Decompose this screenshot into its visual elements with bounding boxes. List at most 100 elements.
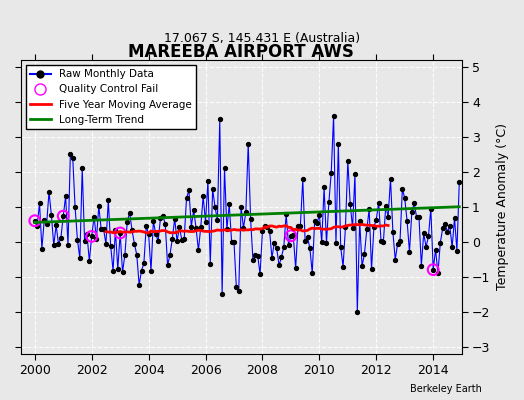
Point [38,246,46,252]
Point [322,240,331,246]
Point [237,204,245,210]
Y-axis label: Temperature Anomaly (°C): Temperature Anomaly (°C) [496,123,509,290]
Point [275,262,283,268]
Point [180,236,189,242]
Point [450,215,458,221]
Point [389,229,397,235]
Point [137,268,146,274]
Point [277,254,286,260]
Point [436,240,444,246]
Point [42,221,51,227]
Point [109,267,117,274]
Point [73,237,82,244]
Point [443,228,452,235]
Point [187,223,195,230]
Point [327,170,335,176]
Point [133,252,141,258]
Point [344,158,352,164]
Point [285,242,293,248]
Point [263,224,271,230]
Point [215,116,224,122]
Point [47,212,56,218]
Point [52,222,60,228]
Point [308,270,316,276]
Point [54,241,63,247]
Point [166,252,174,258]
Point [75,255,84,262]
Point [427,206,435,212]
Point [375,199,383,206]
Point [420,230,428,237]
Point [118,269,127,276]
Point [125,210,134,216]
Point [258,228,267,234]
Point [66,151,74,158]
Point [372,216,380,223]
Point [116,230,124,236]
Point [61,193,70,199]
Point [50,242,58,248]
Point [225,201,233,208]
Point [313,220,321,227]
Point [59,213,68,219]
Point [159,212,167,219]
Point [251,252,259,258]
Point [204,178,212,184]
Point [260,222,269,229]
Point [232,284,241,290]
Point [325,199,333,206]
Point [412,214,421,220]
Point [227,239,236,245]
Point [78,165,86,172]
Point [367,266,376,272]
Point [163,262,172,268]
Point [199,193,208,200]
Point [223,226,231,232]
Point [448,244,456,250]
Point [287,232,295,239]
Point [83,231,91,237]
Point [201,219,210,225]
Point [196,224,205,230]
Point [206,260,214,267]
Point [334,140,343,147]
Point [422,244,430,250]
Point [429,266,438,273]
Point [69,154,77,161]
Point [358,263,366,269]
Point [330,112,338,119]
Point [64,242,72,248]
Point [111,227,119,234]
Point [106,242,115,249]
Point [35,200,43,206]
Point [194,247,203,254]
Point [270,239,278,246]
Point [128,227,136,233]
Point [400,195,409,201]
Point [235,288,243,294]
Point [386,176,395,182]
Point [90,213,99,220]
Point [140,260,148,266]
Point [455,179,463,185]
Point [282,211,290,217]
Point [254,252,262,259]
Point [396,238,404,244]
Point [280,244,288,250]
Point [182,194,191,201]
Point [434,270,442,276]
Point [377,238,385,244]
Point [239,225,248,231]
Point [170,216,179,222]
Point [346,201,354,207]
Point [40,216,48,223]
Point [33,223,41,229]
Point [341,224,350,230]
Point [145,231,153,237]
Point [168,235,177,242]
Legend: Raw Monthly Data, Quality Control Fail, Five Year Moving Average, Long-Term Tren: Raw Monthly Data, Quality Control Fail, … [26,65,196,129]
Point [405,249,413,255]
Point [161,221,169,227]
Point [242,209,250,216]
Title: MAREEBA AIRPORT AWS: MAREEBA AIRPORT AWS [128,43,354,61]
